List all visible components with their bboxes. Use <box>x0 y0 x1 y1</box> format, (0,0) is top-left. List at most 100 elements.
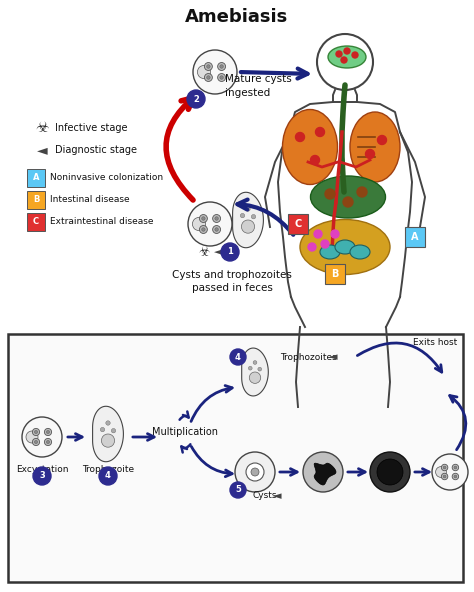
Text: Diagnostic stage: Diagnostic stage <box>55 145 137 155</box>
Circle shape <box>22 417 62 457</box>
Text: 3: 3 <box>39 471 45 481</box>
Circle shape <box>240 213 245 218</box>
Circle shape <box>32 429 40 436</box>
Circle shape <box>230 349 246 365</box>
Ellipse shape <box>320 245 340 259</box>
Circle shape <box>204 63 212 70</box>
Circle shape <box>45 429 52 436</box>
Circle shape <box>303 452 343 492</box>
Text: ☣: ☣ <box>199 246 210 259</box>
FancyBboxPatch shape <box>27 191 45 209</box>
Circle shape <box>101 434 115 447</box>
Text: C: C <box>294 219 301 229</box>
Text: Trophozoites: Trophozoites <box>280 352 337 362</box>
Circle shape <box>46 430 50 433</box>
Circle shape <box>310 156 319 165</box>
Text: ◄: ◄ <box>36 143 47 157</box>
Circle shape <box>314 230 322 238</box>
Polygon shape <box>242 348 268 396</box>
FancyBboxPatch shape <box>27 213 45 231</box>
Text: 5: 5 <box>235 485 241 494</box>
Circle shape <box>454 466 457 469</box>
Circle shape <box>201 217 205 220</box>
Circle shape <box>200 226 207 233</box>
Circle shape <box>436 466 447 477</box>
Circle shape <box>441 464 448 471</box>
Circle shape <box>200 214 207 223</box>
Circle shape <box>443 466 446 469</box>
Circle shape <box>452 473 459 480</box>
Ellipse shape <box>335 240 355 254</box>
Circle shape <box>441 473 448 480</box>
Circle shape <box>111 429 116 433</box>
FancyBboxPatch shape <box>405 227 425 247</box>
Circle shape <box>341 57 347 63</box>
Circle shape <box>215 228 219 231</box>
Text: Mature cysts
ingested: Mature cysts ingested <box>225 75 292 98</box>
Circle shape <box>352 52 358 58</box>
Circle shape <box>213 226 220 233</box>
Circle shape <box>215 217 219 220</box>
Text: Trophozoite: Trophozoite <box>82 465 134 474</box>
Text: 2: 2 <box>193 95 199 104</box>
Circle shape <box>295 133 304 141</box>
Circle shape <box>193 50 237 94</box>
Circle shape <box>308 243 316 251</box>
Circle shape <box>241 220 255 233</box>
Circle shape <box>46 440 50 443</box>
Text: Multiplication: Multiplication <box>152 427 218 437</box>
Text: Infective stage: Infective stage <box>55 123 128 133</box>
Text: Extraintestinal disease: Extraintestinal disease <box>50 217 154 227</box>
Circle shape <box>35 440 37 443</box>
Text: ☣: ☣ <box>35 121 49 136</box>
Circle shape <box>45 439 52 446</box>
Circle shape <box>249 372 261 384</box>
Circle shape <box>218 63 226 70</box>
Text: ◄: ◄ <box>329 352 337 362</box>
Circle shape <box>99 467 117 485</box>
Circle shape <box>106 421 110 425</box>
Circle shape <box>33 467 51 485</box>
FancyBboxPatch shape <box>8 334 463 582</box>
Circle shape <box>201 228 205 231</box>
Circle shape <box>357 187 367 197</box>
Text: 1: 1 <box>227 247 233 256</box>
Circle shape <box>321 240 329 248</box>
Circle shape <box>377 459 403 485</box>
Circle shape <box>253 361 257 365</box>
Text: Intestinal disease: Intestinal disease <box>50 195 129 204</box>
Circle shape <box>343 197 353 207</box>
Circle shape <box>246 463 264 481</box>
Text: C: C <box>33 217 39 227</box>
Text: Cysts and trophozoites
passed in feces: Cysts and trophozoites passed in feces <box>172 270 292 293</box>
Text: Exits host: Exits host <box>413 338 457 347</box>
Circle shape <box>258 367 262 371</box>
Circle shape <box>336 51 342 57</box>
Circle shape <box>452 464 459 471</box>
Circle shape <box>204 73 212 82</box>
Text: B: B <box>331 269 339 279</box>
Circle shape <box>32 439 40 446</box>
Circle shape <box>248 366 252 370</box>
Circle shape <box>197 65 210 79</box>
Polygon shape <box>233 192 264 247</box>
Ellipse shape <box>310 176 385 218</box>
Circle shape <box>192 217 206 231</box>
Circle shape <box>100 427 105 432</box>
Text: 4: 4 <box>235 352 241 362</box>
Circle shape <box>251 468 259 476</box>
Text: ◄: ◄ <box>214 247 222 257</box>
Circle shape <box>331 230 339 238</box>
Circle shape <box>316 127 325 137</box>
Text: B: B <box>33 195 39 204</box>
Circle shape <box>213 214 220 223</box>
Text: A: A <box>411 232 419 242</box>
Circle shape <box>365 150 374 159</box>
Circle shape <box>251 214 255 219</box>
Circle shape <box>377 136 386 144</box>
Circle shape <box>35 430 37 433</box>
Ellipse shape <box>300 220 390 275</box>
FancyBboxPatch shape <box>27 169 45 187</box>
Text: Cysts: Cysts <box>253 491 277 500</box>
Ellipse shape <box>350 245 370 259</box>
